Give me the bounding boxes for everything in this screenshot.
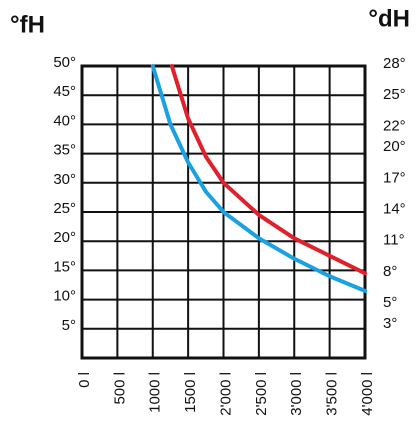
y2-axis-title: °dH: [368, 5, 410, 32]
y-tick-label: 50°: [53, 54, 76, 71]
x-tick-label: 500 l: [111, 372, 128, 405]
curve: [169, 64, 367, 276]
y-tick-label: 35°: [53, 142, 76, 159]
y2-tick-label: 28°: [383, 55, 406, 72]
x-tick-label: 1000 l: [147, 372, 164, 413]
y2-tick-label: 5°: [383, 294, 397, 311]
y-axis-title: °fH: [10, 11, 45, 38]
y2-tick-label: 20°: [383, 138, 406, 155]
x-tick-label: 2'000 l: [217, 372, 234, 416]
y-tick-label: 5°: [62, 317, 76, 334]
y-tick-label: 40°: [53, 112, 76, 129]
y2-tick-label: 25°: [383, 86, 406, 103]
x-tick-label: 4'000 l: [359, 372, 376, 416]
y-tick-label: 15°: [53, 258, 76, 275]
y-tick-label: 10°: [53, 288, 76, 305]
y2-tick-label: 22°: [383, 117, 406, 134]
x-tick-label: 2'500 l: [253, 372, 270, 416]
x-tick-label: 3'500 l: [324, 372, 341, 416]
y-tick-label: 25°: [53, 200, 76, 217]
y-tick-label: 20°: [53, 229, 76, 246]
y2-tick-label: 17°: [383, 169, 406, 186]
y2-tick-label: 14°: [383, 200, 406, 217]
y2-tick-label: 3°: [383, 315, 397, 332]
y2-tick-label: 11°: [383, 232, 405, 249]
y-tick-label: 45°: [53, 83, 76, 100]
curve: [150, 64, 367, 293]
y2-tick-label: 8°: [383, 263, 397, 280]
x-tick-label: 3'000 l: [288, 372, 305, 416]
y-tick-label: 30°: [53, 171, 76, 188]
x-tick-label: 1500 l: [182, 372, 199, 413]
x-tick-label: 0 l: [76, 372, 93, 388]
